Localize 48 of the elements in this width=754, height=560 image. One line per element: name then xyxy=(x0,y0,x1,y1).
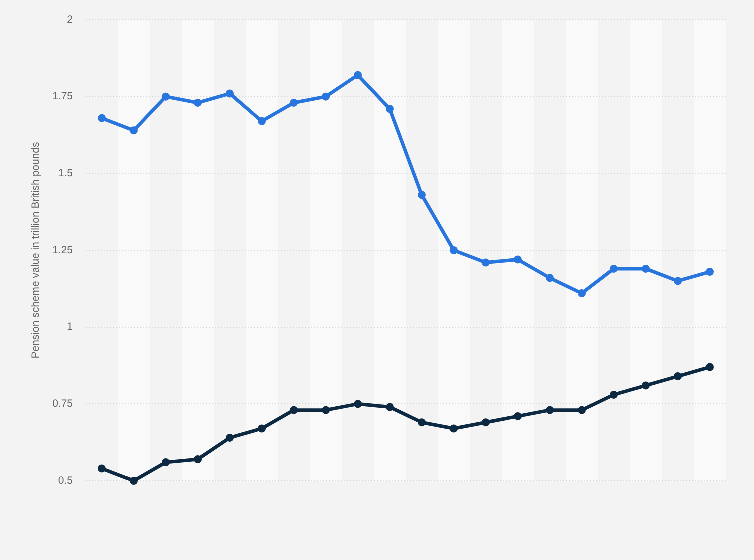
point xyxy=(226,90,234,98)
point xyxy=(322,406,330,414)
point xyxy=(322,92,330,101)
y-tick-label: 1.5 xyxy=(58,168,74,180)
point xyxy=(258,117,266,126)
point xyxy=(354,400,362,408)
point xyxy=(418,418,426,427)
point xyxy=(674,372,682,381)
point xyxy=(610,390,618,399)
point xyxy=(450,424,458,433)
y-tick-label: 0.75 xyxy=(52,398,74,410)
point xyxy=(130,477,138,485)
point xyxy=(674,277,682,286)
point xyxy=(578,290,586,298)
point xyxy=(514,412,522,420)
y-tick-label: 1 xyxy=(67,321,74,334)
point xyxy=(194,455,202,464)
point xyxy=(610,264,618,273)
point xyxy=(130,126,138,135)
point xyxy=(546,406,554,414)
point xyxy=(706,363,714,372)
y-axis-title: Pension scheme value in trillion British pounds xyxy=(30,142,42,359)
point xyxy=(578,406,586,414)
point xyxy=(354,71,362,80)
point xyxy=(98,114,106,122)
point xyxy=(546,274,554,282)
point xyxy=(290,406,298,414)
point xyxy=(482,418,490,427)
y-tick-label: 1.75 xyxy=(52,90,74,103)
point xyxy=(290,98,298,107)
point xyxy=(226,434,234,442)
point xyxy=(514,256,522,264)
y-tick-label: 0.5 xyxy=(58,474,74,487)
point xyxy=(642,382,650,390)
y-tick-label: 2 xyxy=(67,14,74,26)
point xyxy=(162,92,170,101)
point xyxy=(162,458,170,467)
point xyxy=(642,264,650,273)
y-tick-label: 1.25 xyxy=(52,244,74,256)
point xyxy=(450,246,458,254)
point xyxy=(194,98,202,107)
point xyxy=(418,191,426,200)
point xyxy=(386,105,394,114)
point xyxy=(258,424,266,433)
point xyxy=(482,258,490,267)
point xyxy=(98,464,106,473)
point xyxy=(706,268,714,276)
point xyxy=(386,403,394,412)
